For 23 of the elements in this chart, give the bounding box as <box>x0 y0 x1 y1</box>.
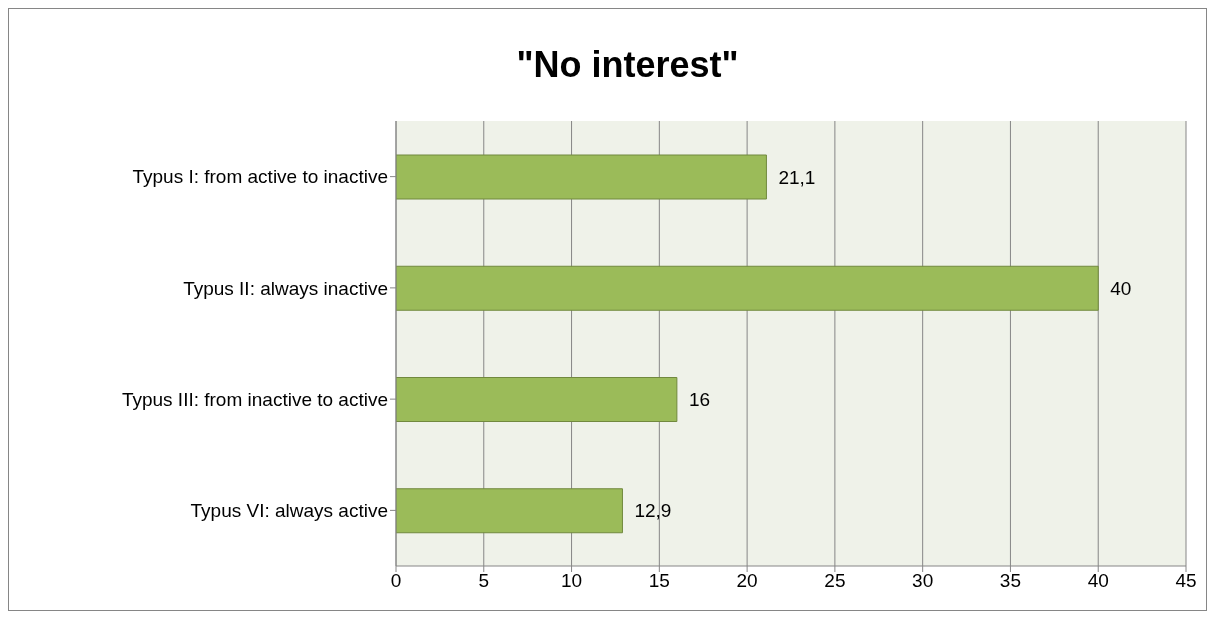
x-tick-label: 15 <box>648 570 670 592</box>
bar <box>396 488 623 534</box>
x-tick-label: 25 <box>824 570 846 592</box>
x-tick-label: 5 <box>478 570 490 592</box>
bar <box>396 154 767 200</box>
y-tick-label: Typus I: from active to inactive <box>132 166 388 188</box>
x-tick-label: 40 <box>1087 570 1109 592</box>
chart-title: "No interest" <box>515 43 740 87</box>
x-tick-label: 30 <box>912 570 934 592</box>
x-tick-label: 45 <box>1175 570 1197 592</box>
y-tick-label: Typus VI: always active <box>190 500 388 522</box>
data-label: 16 <box>688 389 711 410</box>
data-label: 12,9 <box>634 500 672 522</box>
x-tick-label: 35 <box>999 570 1022 592</box>
data-label: 40 <box>1110 277 1132 299</box>
data-label: 21,1 <box>778 166 816 188</box>
y-tick-label: Typus II: always inactive <box>183 277 388 299</box>
x-tick-label: 0 <box>390 570 402 592</box>
x-tick-label: 10 <box>560 570 583 592</box>
x-tick-label: 20 <box>736 570 758 592</box>
bar <box>396 377 678 422</box>
bar <box>396 265 1099 311</box>
y-tick-label: Typus III: from inactive to active <box>121 388 388 410</box>
